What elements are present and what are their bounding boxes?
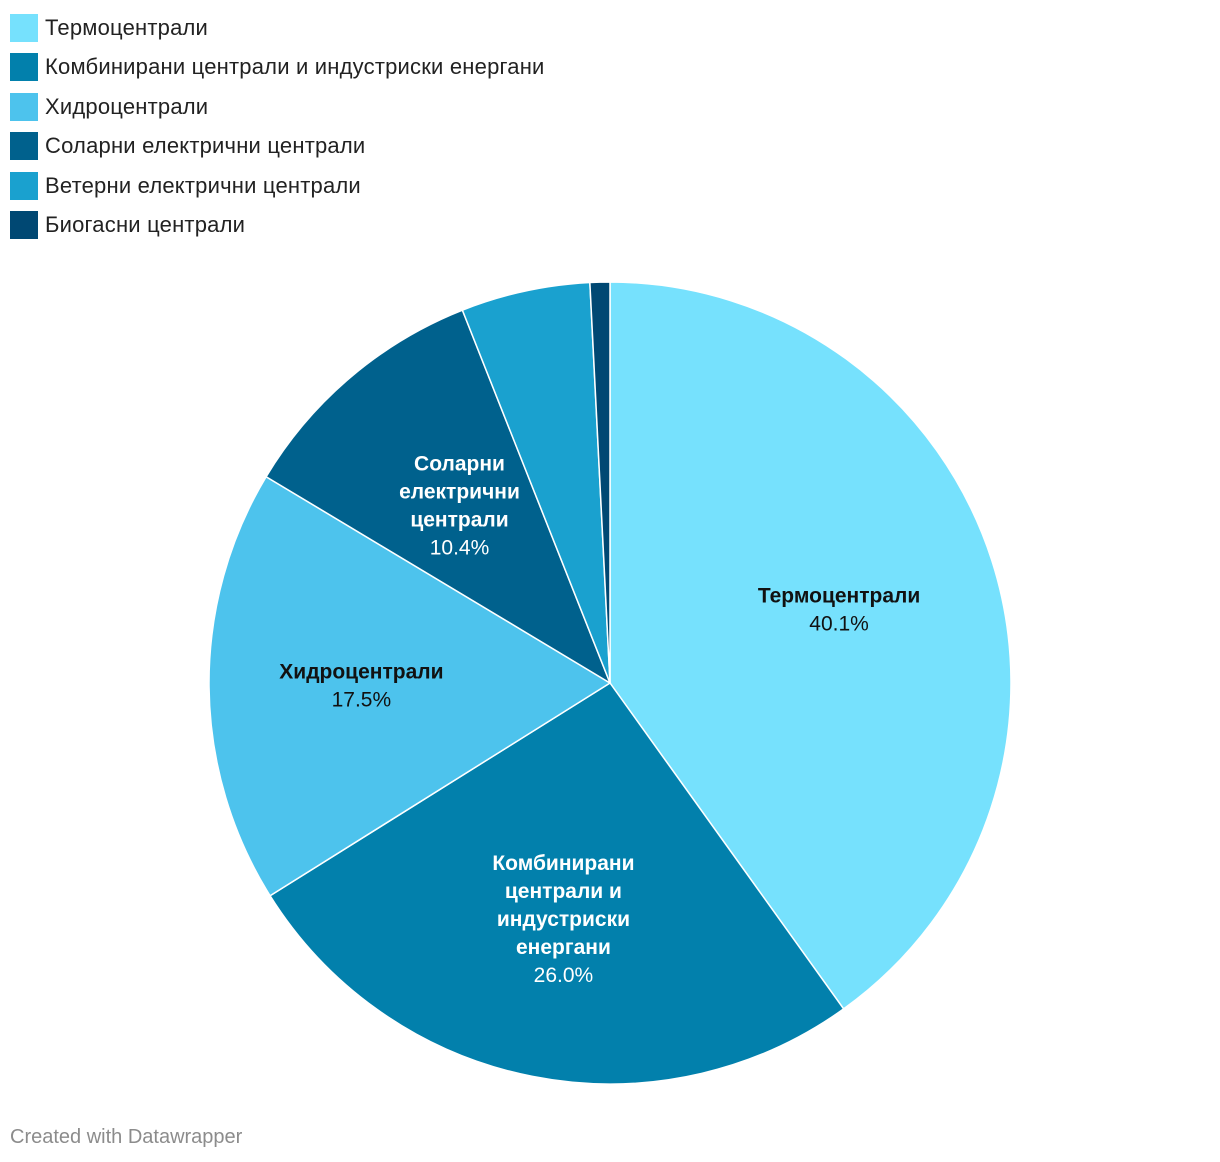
slice-label-name: Термоцентрали <box>758 584 920 607</box>
slice-label: Хидроцентрали 17.5% <box>279 660 443 711</box>
slice-label-name: Соларни <box>414 453 505 476</box>
slice-label-name: Хидроцентрали <box>279 660 443 683</box>
slice-label-name: енергани <box>516 936 611 959</box>
legend-label: Термоцентрали <box>45 14 209 40</box>
slice-label-value: 26.0% <box>534 964 594 987</box>
slice-label: Комбинирани централи и индустриски енергани… <box>492 852 634 987</box>
slice-label-value: 10.4% <box>430 537 490 560</box>
legend-swatch <box>10 211 38 240</box>
legend-label: Хидроцентрали <box>45 93 209 119</box>
legend-swatch <box>10 92 38 121</box>
legend-item: Хидроцентрали <box>10 87 545 127</box>
legend-item: Биогасни централи <box>10 206 545 246</box>
pie-slice <box>609 281 1012 1010</box>
pie-slice <box>269 681 845 1085</box>
slice-label-name: електрични <box>399 481 520 504</box>
legend-label: Комбинирани централи и индустриски енерг… <box>45 54 545 80</box>
slice-label-name: индустриски <box>497 908 630 931</box>
slice-label: Соларни електрични централи 10.4% <box>399 453 520 560</box>
legend-swatch <box>10 171 38 200</box>
legend-item: Комбинирани централи и индустриски енерг… <box>10 48 545 88</box>
slice-label-value: 17.5% <box>332 688 392 711</box>
legend-label: Биогасни централи <box>45 212 246 238</box>
pie-slice <box>265 309 612 685</box>
pie-slice <box>208 475 612 897</box>
legend-item: Термоцентрали <box>10 8 545 48</box>
pie-slice <box>589 281 611 684</box>
legend-swatch <box>10 132 38 161</box>
footer-credit: Created with Datawrapper <box>10 1126 243 1148</box>
slice-label-name: централи и <box>505 880 622 903</box>
legend-swatch <box>10 53 38 82</box>
legend-swatch <box>10 13 38 42</box>
slice-label-name: централи <box>410 509 508 532</box>
slice-label: Термоцентрали 40.1% <box>758 584 920 635</box>
slice-label-value: 40.1% <box>809 612 869 635</box>
legend-item: Ветерни електрични централи <box>10 166 545 206</box>
slice-label-name: Комбинирани <box>492 852 634 875</box>
legend-item: Соларни електрични централи <box>10 127 545 167</box>
legend-label: Соларни електрични централи <box>45 133 366 159</box>
legend-label: Ветерни електрични централи <box>45 172 361 198</box>
legend: Термоцентрали Комбинирани централи и инду… <box>10 8 545 245</box>
